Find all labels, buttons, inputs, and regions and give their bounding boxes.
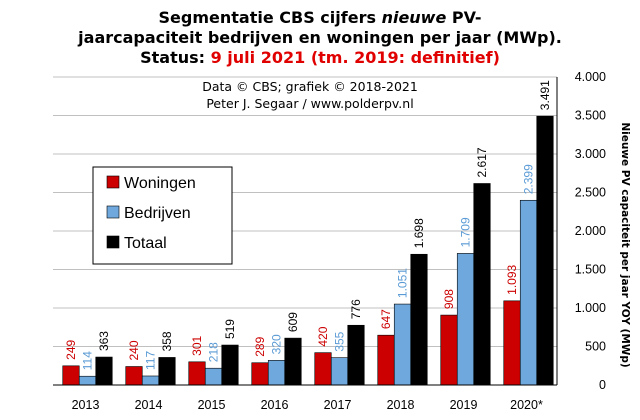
data-label-bedrijven: 2.399 [522,164,536,194]
credit-line-2: Peter J. Segaar / www.polderpv.nl [206,96,413,111]
title-part-1: Segmentatie CBS cijfers [159,8,382,27]
y-tick-label: 2.000 [575,224,606,238]
y-tick-label: 1.500 [575,263,606,277]
y-tick-label: 4.000 [575,70,606,84]
bar-bedrijven [330,357,349,386]
bar-totaal [95,356,113,386]
bar-bedrijven [267,360,286,386]
bar-bedrijven [393,303,412,386]
bar-woningen [251,362,269,386]
data-label-totaal: 776 [349,299,363,319]
data-label-bedrijven: 114 [81,351,95,370]
data-label-woningen: 647 [379,309,393,329]
data-label-bedrijven: 1.709 [459,217,473,247]
bar-totaal [158,357,176,386]
axes: 0 500 1.000 1.500 2.000 2.500 3.000 3.500 4.000 2… [53,70,606,412]
chart-title-line-1: Segmentatie CBS cijfers nieuwe PV- [159,8,482,27]
bar-totaal [410,253,428,386]
chart-title-line-2: jaarcapaciteit bedrijven en woningen per… [77,28,562,47]
data-label-totaal: 358 [160,331,174,351]
x-tick-label: 2017 [324,398,352,412]
x-tick-label: 2013 [72,398,100,412]
data-label-woningen: 1.093 [505,264,519,294]
data-label-totaal: 2.617 [475,147,489,177]
credit-line-1: Data © CBS; grafiek © 2018-2021 [202,79,418,94]
bar-woningen [125,366,143,386]
y-tick-label: 3.000 [575,147,606,161]
legend-swatch-bedrijven [106,205,120,219]
data-label-totaal: 519 [223,319,237,339]
legend: Woningen Bedrijven Totaal [92,166,233,265]
data-label-totaal: 363 [97,331,111,351]
bar-totaal [536,115,554,386]
x-tick-label: 2015 [198,398,226,412]
data-label-woningen: 249 [64,339,78,359]
data-label-woningen: 301 [190,335,204,355]
legend-label-bedrijven: Bedrijven [124,205,191,222]
data-label-woningen: 289 [253,336,267,356]
status-label: Status: [140,48,211,67]
bar-totaal [473,183,491,386]
data-label-woningen: 908 [442,289,456,309]
data-label-totaal: 1.698 [412,218,426,248]
bar-bedrijven [519,199,538,386]
bar-totaal [284,337,302,386]
data-label-woningen: 420 [316,326,330,346]
data-label-bedrijven: 1.051 [396,268,410,298]
x-tick-label: 2016 [261,398,289,412]
legend-swatch-totaal [106,235,120,249]
y-tick-label: 500 [585,340,606,354]
data-label-bedrijven: 355 [333,331,347,351]
data-label-totaal: 3.491 [538,80,552,110]
y-axis-label: Nieuwe PV capaciteit per jaar YOY (MWp) [619,122,631,367]
bar-totaal [347,324,365,386]
x-tick-label: 2020* [510,398,543,412]
legend-label-totaal: Totaal [124,235,167,252]
y-tick-label: 1.000 [575,301,606,315]
data-label-bedrijven: 117 [144,351,158,370]
bar-bedrijven [456,253,475,386]
x-tick-label: 2018 [387,398,415,412]
bar-totaal [221,344,239,386]
bar-bedrijven [204,367,223,386]
bar-woningen [314,352,332,386]
bar-bedrijven [141,375,160,386]
bar-woningen [503,300,521,386]
x-tick-label: 2019 [450,398,478,412]
x-tick-label: 2014 [135,398,163,412]
data-label-bedrijven: 320 [270,334,284,354]
y-tick-label: 3.500 [575,109,606,123]
bar-woningen [377,334,395,386]
chart-status-line: Status: 9 juli 2021 (tm. 2019: definitie… [140,48,500,67]
legend-swatch-woningen [106,175,120,189]
legend-label-woningen: Woningen [124,175,196,192]
data-label-totaal: 609 [286,312,300,332]
bar-woningen [62,365,80,386]
status-value: 9 juli 2021 (tm. 2019: definitief) [211,48,500,67]
title-italic-word: nieuwe [382,8,447,27]
bar-woningen [440,314,458,386]
data-label-bedrijven: 218 [207,342,221,362]
data-label-woningen: 240 [127,340,141,360]
bar-bedrijven [78,375,97,386]
y-tick-label: 2.500 [575,186,606,200]
title-part-2: PV- [446,8,481,27]
y-tick-label: 0 [599,378,606,392]
bar-woningen [188,361,206,386]
bars [62,115,554,386]
